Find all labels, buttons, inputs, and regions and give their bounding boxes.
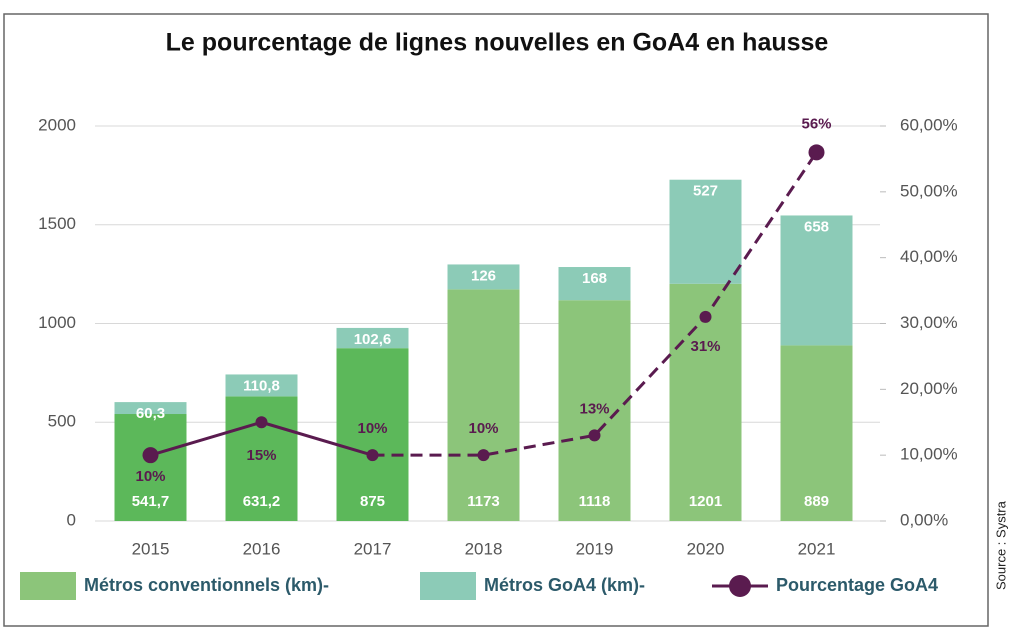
source: Source : Systra [993, 500, 1008, 590]
data-label: 126 [471, 267, 496, 284]
data-label: 527 [693, 183, 718, 200]
legend-swatch [420, 572, 476, 600]
data-label: 15% [246, 447, 276, 464]
point [699, 310, 712, 323]
x-tick-label: 2020 [687, 539, 725, 558]
data-label: 110,8 [243, 377, 280, 394]
data-label: 889 [804, 493, 829, 510]
x-tick-label: 2015 [132, 539, 170, 558]
legend-label: Métros GoA4 (km)- [484, 575, 645, 595]
bar [447, 264, 520, 290]
data-label: 631,2 [243, 493, 281, 510]
data-label: 13% [579, 400, 609, 417]
legend-label: Pourcentage GoA4 [776, 575, 938, 595]
legend-swatch [729, 575, 751, 597]
bar [558, 267, 631, 301]
y-tick-label: 1500 [38, 214, 76, 233]
bar [780, 215, 853, 346]
bar [336, 348, 409, 521]
x-tick-label: 2019 [576, 539, 614, 558]
y2-tick-label: 10,00% [900, 445, 958, 464]
y2-tick-label: 40,00% [900, 247, 958, 266]
bar [114, 402, 187, 415]
bar [669, 283, 742, 521]
y2-tick-label: 0,00% [900, 510, 948, 529]
bar [669, 179, 742, 284]
data-label: 10% [468, 420, 498, 437]
legend-label: Métros conventionnels (km)- [84, 575, 329, 595]
y-tick-label: 1000 [38, 313, 76, 332]
legend-swatch [20, 572, 76, 600]
point [142, 447, 159, 464]
x-tick-label: 2018 [465, 539, 503, 558]
data-label: 10% [135, 468, 165, 485]
data-label: 658 [804, 218, 829, 235]
data-label: 1201 [689, 493, 722, 510]
y2-tick-label: 30,00% [900, 313, 958, 332]
x-tick-label: 2021 [798, 539, 836, 558]
data-label: 875 [360, 493, 385, 510]
chart-title: Le pourcentage de lignes nouvelles en Go… [166, 29, 829, 57]
y-tick-label: 0 [67, 510, 76, 529]
y2-tick-label: 60,00% [900, 115, 958, 134]
bar [447, 289, 520, 521]
data-label: 10% [357, 420, 387, 437]
bar [114, 414, 187, 521]
y2-tick-label: 20,00% [900, 379, 958, 398]
data-label: 1173 [467, 493, 500, 510]
data-label: 60,3 [136, 405, 165, 422]
data-label: 541,7 [132, 493, 170, 510]
point [366, 449, 379, 462]
bar [336, 327, 409, 349]
point [808, 144, 825, 161]
data-label: 168 [582, 270, 607, 287]
data-label: 56% [801, 115, 831, 132]
point [477, 449, 490, 462]
point [588, 429, 601, 442]
x-tick-label: 2016 [243, 539, 281, 558]
data-label: 102,6 [354, 331, 392, 348]
y2-tick-label: 50,00% [900, 181, 958, 200]
y-tick-label: 500 [48, 412, 76, 431]
bar [780, 345, 853, 521]
point [255, 416, 268, 429]
data-label: 1118 [579, 493, 611, 510]
y-tick-label: 2000 [38, 115, 76, 134]
x-tick-label: 2017 [354, 539, 392, 558]
data-label: 31% [690, 338, 720, 355]
bar [225, 374, 298, 397]
